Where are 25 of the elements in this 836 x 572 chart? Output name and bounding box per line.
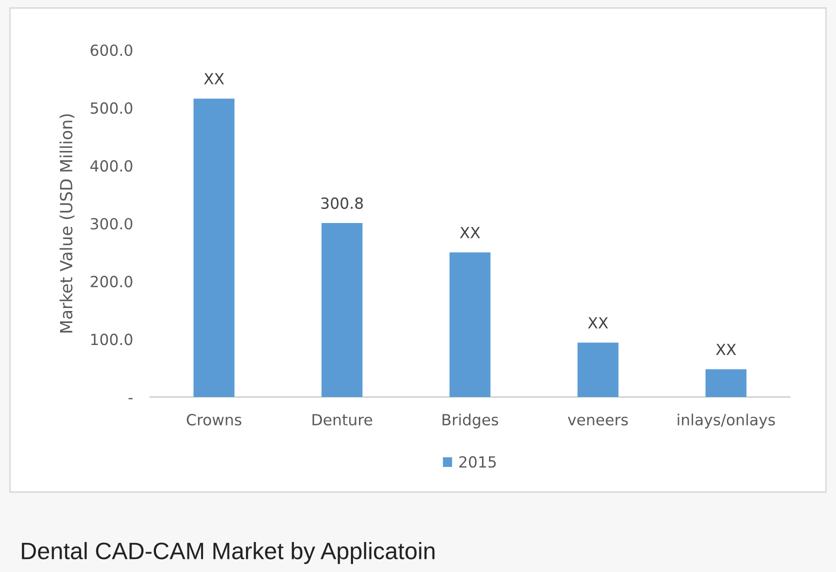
x-tick-label: Bridges [442, 414, 498, 428]
data-label: XX [460, 226, 480, 238]
y-tick-label: 600.0 [90, 44, 132, 56]
x-tick-label: veneers [568, 416, 628, 426]
bar [194, 98, 234, 397]
y-tick-label: - [128, 398, 133, 400]
y-tick-label: 300.0 [90, 218, 132, 230]
data-label: XX [716, 344, 736, 355]
data-label: XX [588, 317, 608, 328]
y-axis-title: Market Value (USD Million) [60, 114, 74, 332]
bar [450, 252, 490, 397]
x-tick-label: inlays/onlays [678, 414, 775, 428]
text: Dental CAD-CAM Market by Applicatoin [22, 542, 434, 564]
bar [578, 342, 618, 397]
y-tick-label: 500.0 [90, 102, 132, 114]
y-tick-label: 200.0 [90, 276, 132, 288]
bar [706, 369, 746, 397]
y-tick-label: 400.0 [90, 160, 132, 172]
y-tick-label: 100.0 [91, 334, 132, 346]
x-tick-label: Crowns [186, 414, 242, 426]
x-tick-label: Denture [312, 414, 372, 426]
legend-label: 2015 [459, 456, 496, 468]
data-label: XX [204, 73, 224, 84]
bar [322, 223, 362, 397]
data-label: 300.8 [321, 197, 363, 209]
